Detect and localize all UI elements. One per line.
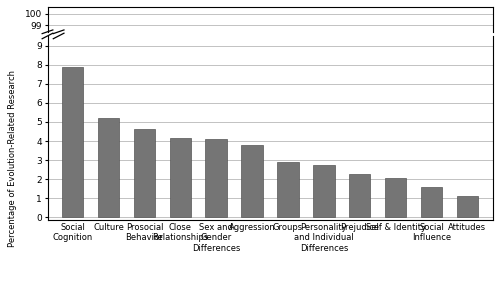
- Bar: [134, 129, 155, 217]
- Bar: [456, 196, 478, 217]
- Bar: [242, 145, 263, 217]
- Text: Percentage of Evolution-Related Research: Percentage of Evolution-Related Research: [8, 70, 17, 247]
- Bar: [385, 178, 406, 217]
- Bar: [420, 187, 442, 217]
- Bar: [98, 118, 120, 217]
- Bar: [206, 139, 227, 217]
- Bar: [277, 162, 298, 217]
- Bar: [170, 138, 191, 217]
- Bar: [62, 67, 84, 217]
- Bar: [313, 164, 334, 217]
- Bar: [349, 175, 370, 217]
